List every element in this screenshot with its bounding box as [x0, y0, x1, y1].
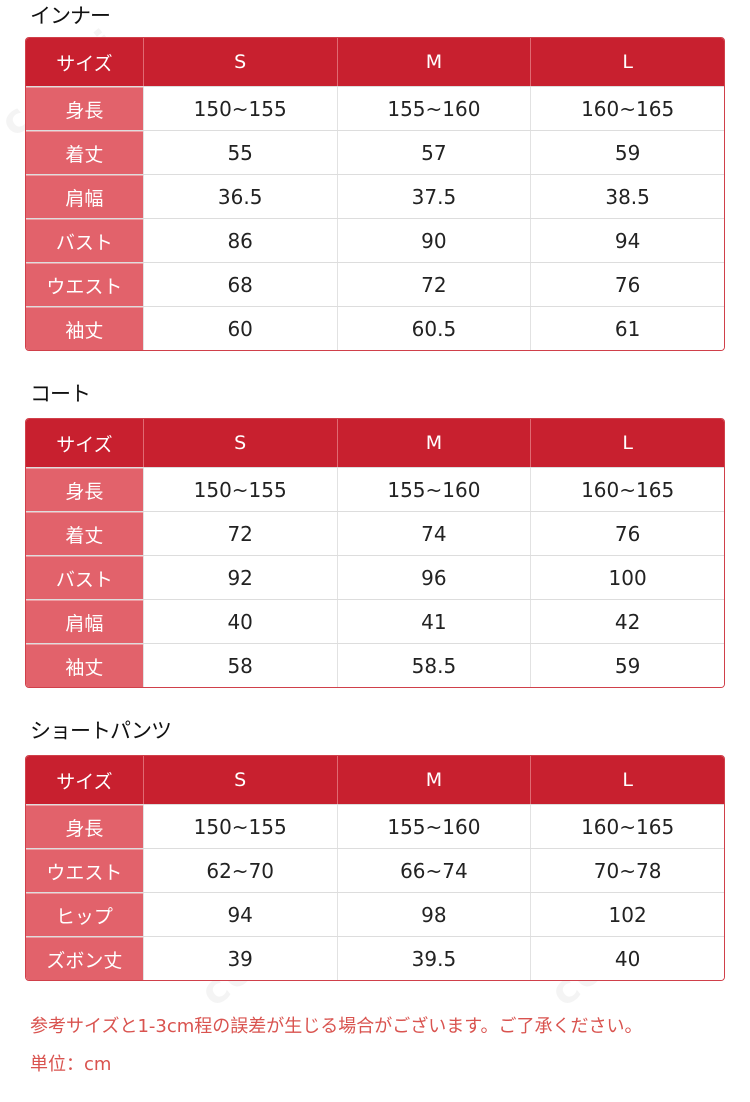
row-label: 肩幅	[26, 175, 143, 218]
table-cell: 102	[530, 893, 724, 936]
table-cell: 59	[530, 131, 724, 174]
table-cell: 61	[530, 307, 724, 350]
table-cell: 60.5	[336, 307, 531, 350]
table-header-row: サイズ S M L	[26, 419, 724, 467]
table-cell: 37.5	[336, 175, 531, 218]
table-cell: 160~165	[530, 87, 724, 130]
table-row: 着丈 72 74 76	[26, 511, 724, 555]
table-cell: 38.5	[530, 175, 724, 218]
table-row: 肩幅 40 41 42	[26, 599, 724, 643]
disclaimer-note: 参考サイズと1-3cm程の誤差が生じる場合がございます。ご了承ください。	[30, 1016, 643, 1037]
table-row: ウエスト 62~70 66~74 70~78	[26, 848, 724, 892]
row-label: 肩幅	[26, 600, 143, 643]
row-label: 身長	[26, 87, 143, 130]
row-label: 着丈	[26, 512, 143, 555]
table-cell: 60	[142, 307, 337, 350]
header-cell: サイズ	[56, 52, 113, 75]
table-row: 袖丈 58 58.5 59	[26, 643, 724, 687]
row-label: 身長	[26, 468, 143, 511]
table-row: バスト 86 90 94	[26, 218, 724, 262]
row-label: バスト	[26, 219, 143, 262]
header-cell: S	[142, 38, 337, 86]
header-cell: サイズ	[56, 433, 113, 456]
table-cell: 155~160	[336, 87, 531, 130]
table-cell: 160~165	[530, 805, 724, 848]
table-cell: 98	[336, 893, 531, 936]
table-row: ウエスト 68 72 76	[26, 262, 724, 306]
table-cell: 150~155	[142, 468, 337, 511]
size-table-coat: サイズ S M L 身長 150~155 155~160 160~165 着丈 …	[25, 418, 725, 688]
table-cell: 41	[336, 600, 531, 643]
table-row: バスト 92 96 100	[26, 555, 724, 599]
table-cell: 72	[142, 512, 337, 555]
header-cell: S	[142, 756, 337, 804]
size-table-shorts: サイズ S M L 身長 150~155 155~160 160~165 ウエス…	[25, 755, 725, 981]
table-cell: 55	[142, 131, 337, 174]
row-label: ヒップ	[26, 893, 143, 936]
row-label: ズボン丈	[26, 937, 143, 980]
header-cell: L	[530, 419, 724, 467]
table-cell: 40	[142, 600, 337, 643]
table-cell: 92	[142, 556, 337, 599]
table-row: 身長 150~155 155~160 160~165	[26, 86, 724, 130]
header-cell: M	[336, 419, 531, 467]
header-cell: サイズ	[56, 770, 113, 793]
table-cell: 39	[142, 937, 337, 980]
table-cell: 72	[336, 263, 531, 306]
table-cell: 58	[142, 644, 337, 687]
table-cell: 74	[336, 512, 531, 555]
table-cell: 100	[530, 556, 724, 599]
table-row: 身長 150~155 155~160 160~165	[26, 804, 724, 848]
table-row: ヒップ 94 98 102	[26, 892, 724, 936]
table-row: 着丈 55 57 59	[26, 130, 724, 174]
table-cell: 155~160	[336, 468, 531, 511]
header-cell: L	[530, 756, 724, 804]
table-cell: 94	[142, 893, 337, 936]
table-cell: 39.5	[336, 937, 531, 980]
table-cell: 68	[142, 263, 337, 306]
header-cell: S	[142, 419, 337, 467]
table-cell: 36.5	[142, 175, 337, 218]
header-cell: M	[336, 756, 531, 804]
header-cell: M	[336, 38, 531, 86]
table-cell: 57	[336, 131, 531, 174]
unit-note: 単位：cm	[30, 1054, 112, 1075]
table-cell: 150~155	[142, 87, 337, 130]
table-header-row: サイズ S M L	[26, 38, 724, 86]
row-label: 袖丈	[26, 644, 143, 687]
table-cell: 58.5	[336, 644, 531, 687]
table-row: 肩幅 36.5 37.5 38.5	[26, 174, 724, 218]
row-label: 身長	[26, 805, 143, 848]
table-cell: 90	[336, 219, 531, 262]
table-cell: 96	[336, 556, 531, 599]
table-cell: 59	[530, 644, 724, 687]
table-header-row: サイズ S M L	[26, 756, 724, 804]
table-cell: 160~165	[530, 468, 724, 511]
table-cell: 86	[142, 219, 337, 262]
section-title-shorts: ショートパンツ	[30, 719, 172, 743]
section-title-inner: インナー	[30, 4, 111, 28]
row-label: ウエスト	[26, 849, 143, 892]
table-cell: 42	[530, 600, 724, 643]
row-label: 着丈	[26, 131, 143, 174]
table-row: 身長 150~155 155~160 160~165	[26, 467, 724, 511]
table-row: ズボン丈 39 39.5 40	[26, 936, 724, 980]
table-cell: 62~70	[142, 849, 337, 892]
size-table-inner: サイズ S M L 身長 150~155 155~160 160~165 着丈 …	[25, 37, 725, 351]
table-row: 袖丈 60 60.5 61	[26, 306, 724, 350]
row-label: 袖丈	[26, 307, 143, 350]
table-cell: 150~155	[142, 805, 337, 848]
table-cell: 70~78	[530, 849, 724, 892]
table-cell: 155~160	[336, 805, 531, 848]
section-title-coat: コート	[30, 382, 91, 406]
table-cell: 94	[530, 219, 724, 262]
table-cell: 76	[530, 263, 724, 306]
table-cell: 40	[530, 937, 724, 980]
row-label: バスト	[26, 556, 143, 599]
header-cell: L	[530, 38, 724, 86]
row-label: ウエスト	[26, 263, 143, 306]
table-cell: 66~74	[336, 849, 531, 892]
table-cell: 76	[530, 512, 724, 555]
